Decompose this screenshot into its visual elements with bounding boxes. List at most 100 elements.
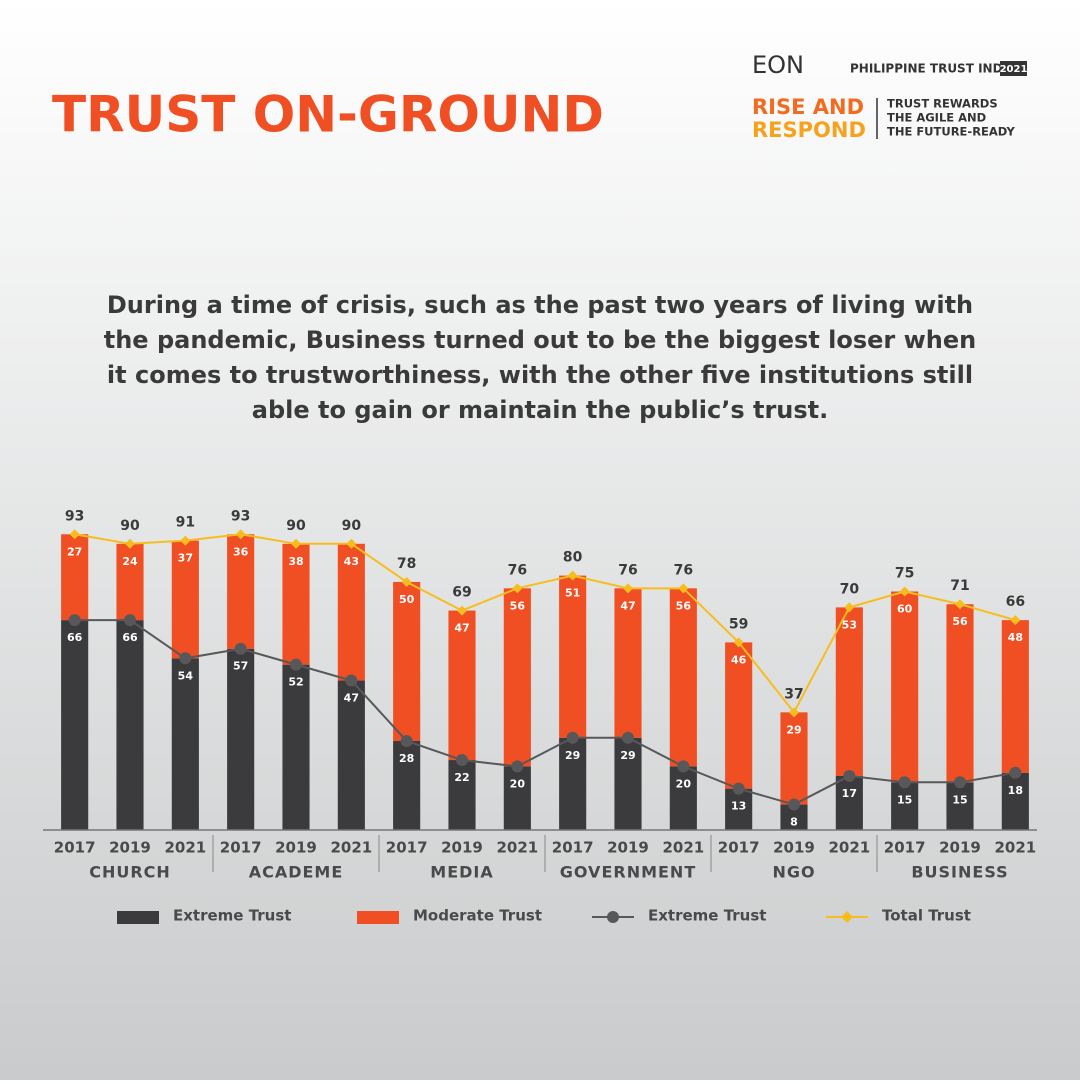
value-label: 17 [842, 787, 857, 800]
total-label: 80 [563, 550, 583, 566]
bar [282, 664, 310, 830]
value-label: 57 [233, 660, 248, 673]
value-label: 13 [731, 800, 746, 813]
legend-swatch [841, 911, 853, 923]
total-label: 76 [508, 562, 527, 578]
marker [566, 731, 579, 744]
value-label: 48 [1008, 631, 1023, 644]
marker [290, 658, 302, 671]
bar [227, 648, 255, 830]
line [74, 619, 1016, 806]
marker [1009, 766, 1022, 779]
bar [614, 588, 642, 738]
marker [899, 586, 910, 597]
x-tick-label: 2017 [552, 839, 594, 857]
value-label: 46 [731, 653, 747, 666]
marker [235, 529, 246, 540]
campaign: RESPOND [752, 118, 866, 142]
marker [733, 637, 744, 648]
subtitle: it comes to trustworthiness, with the ot… [107, 361, 973, 389]
bar [559, 575, 587, 738]
value-label: 18 [1008, 784, 1023, 797]
x-tick-label: 2019 [441, 839, 483, 857]
marker [567, 570, 578, 581]
value-label: 20 [676, 777, 692, 790]
bar [227, 534, 255, 649]
group-label: ACADEME [249, 863, 344, 882]
bar [337, 680, 365, 830]
marker [511, 760, 524, 773]
x-tick-label: 2021 [496, 839, 538, 857]
legend-label: Moderate Trust [413, 907, 542, 925]
value-label: 15 [952, 793, 967, 806]
x-tick-label: 2021 [994, 839, 1036, 857]
value-label: 15 [897, 793, 912, 806]
marker [125, 538, 135, 549]
x-tick-label: 2021 [164, 839, 206, 857]
marker [844, 602, 855, 613]
chart-title: TRUST ON-GROUND [52, 86, 604, 144]
total-label: 76 [618, 562, 637, 578]
bar [116, 620, 144, 830]
bar [282, 543, 310, 665]
bar [393, 740, 421, 830]
index-year: 2021 [1000, 64, 1028, 75]
value-label: 53 [842, 618, 857, 631]
subtitle: the pandemic, Business turned out to be … [104, 326, 976, 354]
brand: EON [752, 51, 804, 79]
bar [1001, 620, 1029, 773]
bar [946, 782, 974, 830]
marker [68, 614, 81, 627]
x-tick-label: 2017 [54, 839, 96, 857]
marker [346, 538, 357, 549]
x-tick-label: 2017 [884, 839, 926, 857]
value-label: 29 [620, 749, 635, 762]
group-label: MEDIA [430, 863, 493, 882]
bar [669, 766, 697, 830]
value-label: 43 [344, 555, 359, 568]
bar [448, 610, 476, 761]
value-label: 27 [67, 545, 82, 558]
campaign: RISE AND [752, 95, 864, 119]
legend-swatch [117, 911, 159, 924]
bar [835, 775, 863, 830]
marker [345, 674, 358, 687]
value-label: 28 [399, 752, 414, 765]
bar [171, 658, 199, 830]
bar [503, 588, 531, 767]
marker [898, 776, 911, 789]
value-label: 56 [510, 599, 526, 612]
total-label: 90 [286, 518, 306, 534]
total-label: 71 [950, 578, 969, 594]
bar [116, 543, 144, 621]
bar [614, 737, 642, 830]
value-label: 29 [786, 723, 801, 736]
value-label: 47 [620, 599, 635, 612]
line [74, 533, 1016, 715]
marker [843, 769, 856, 782]
marker [124, 614, 136, 627]
total-label: 78 [397, 556, 416, 572]
total-label: 76 [674, 562, 693, 578]
total-label: 66 [1006, 594, 1025, 610]
x-tick-label: 2021 [330, 839, 372, 857]
group-label: BUSINESS [911, 863, 1008, 882]
x-tick-label: 2019 [109, 839, 151, 857]
year-badge [1000, 61, 1027, 76]
value-label: 8 [790, 816, 798, 829]
value-label: 47 [454, 622, 469, 635]
marker [623, 583, 633, 594]
total-label: 90 [342, 518, 362, 534]
x-tick-label: 2019 [275, 839, 317, 857]
legend-label: Extreme Trust [648, 907, 766, 925]
tagline: TRUST REWARDS [887, 97, 998, 111]
marker [234, 642, 247, 655]
marker [291, 538, 301, 549]
marker [732, 782, 745, 795]
x-tick-label: 2019 [773, 839, 815, 857]
bar [946, 604, 974, 783]
x-tick-label: 2019 [607, 839, 649, 857]
marker [955, 599, 965, 610]
